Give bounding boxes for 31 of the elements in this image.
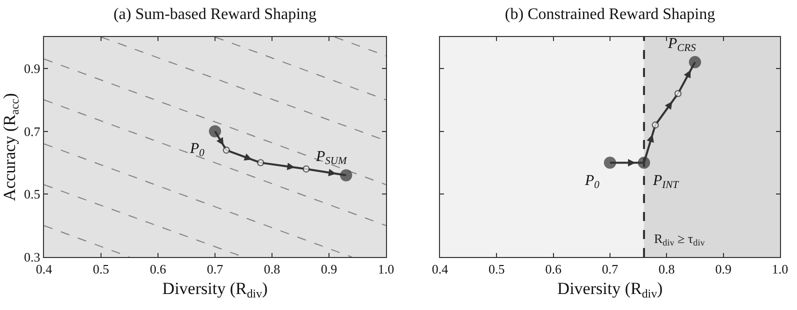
y-tick-label: 0.9: [24, 60, 40, 76]
point: [222, 146, 230, 154]
ref-line-label: R$_{div}$ ≥ τ$_{div}$: [654, 231, 706, 248]
y-tick-label: 0.5: [24, 186, 40, 202]
x-tick-label: 0.9: [715, 262, 732, 277]
annotation: P$_{CRS}$: [667, 36, 697, 54]
y-tick-label: 0.7: [24, 124, 41, 139]
annotation: P$_{INT}$: [652, 173, 680, 192]
x-tick-label: 0.7: [206, 262, 224, 277]
annotation: P$_{0}$: [189, 141, 206, 160]
x-tick-label: 0.8: [264, 262, 280, 277]
x-tick-label: 0.9: [320, 262, 338, 277]
x-axis-title: Diversity (R$_{div}$): [162, 279, 268, 301]
x-tick-label: 0.5: [488, 262, 505, 277]
x-tick-label: 1.0: [772, 262, 788, 277]
chart-title: (b) Constrained Reward Shaping: [504, 6, 716, 23]
point: [257, 159, 264, 166]
x-tick-label: 0.7: [602, 262, 619, 277]
point: [604, 156, 616, 169]
annotation: P$_{0}$: [584, 173, 600, 192]
chart-title: (a) Sum-based Reward Shaping: [113, 6, 317, 23]
x-tick-label: 0.5: [92, 262, 110, 277]
x-tick-label: 0.6: [150, 262, 167, 277]
annotation: P$_{SUM}$: [315, 149, 348, 168]
x-tick-label: 1.0: [378, 262, 394, 277]
point: [302, 165, 310, 173]
x-axis-title: Diversity (R$_{div}$): [557, 279, 663, 301]
x-tick-label: 0.8: [658, 262, 675, 277]
x-tick-label: 0.4: [432, 262, 449, 277]
point: [688, 56, 702, 68]
x-tick-label: 0.6: [545, 262, 562, 277]
